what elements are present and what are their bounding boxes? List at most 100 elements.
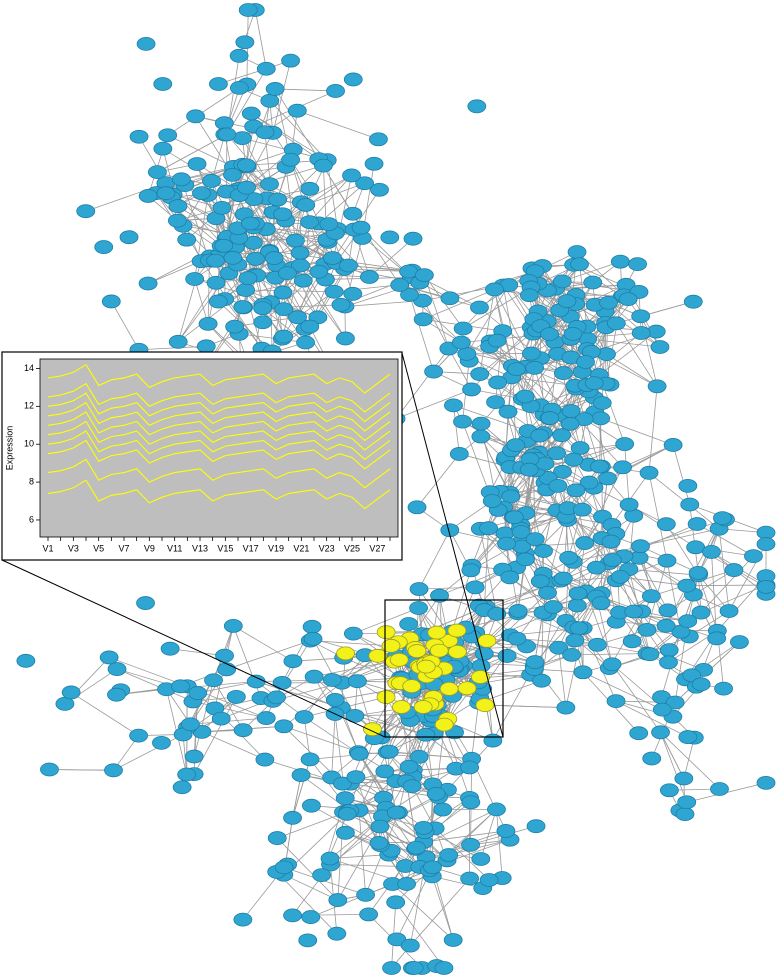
network-edge [318,182,365,224]
zoom-connector [401,352,504,738]
network-node [674,771,694,786]
network-node [588,637,607,652]
network-node [433,802,453,817]
network-node [552,428,572,443]
network-edge [358,751,388,811]
x-tick-label: V27 [369,543,385,553]
network-node [568,586,588,601]
network-edge [445,668,535,681]
network-node [519,462,539,477]
network-node [677,578,697,593]
network-edge [431,876,454,941]
network-edge [483,528,489,611]
network-node [651,725,670,740]
network-node [186,109,205,124]
network-node [387,932,407,947]
network-node [504,510,524,525]
network-node [543,600,563,614]
network-node [283,654,303,669]
network-node [335,791,355,806]
network-node [129,129,149,144]
network-edge [509,576,554,608]
network-edge [700,584,767,613]
network-node [320,851,340,866]
network-node [215,648,234,663]
network-node [598,471,617,486]
network-node [309,264,329,279]
network-edge [276,837,339,901]
network-edge [627,298,661,348]
network-node [429,643,449,658]
network-node [327,926,347,941]
network-node [631,539,650,554]
network-edge [303,716,360,755]
network-node [380,230,400,245]
network-edge [686,584,767,587]
network-edge [582,671,663,710]
network-node [549,640,569,655]
network-node [423,860,442,875]
network-edge [585,591,613,665]
network-node [379,744,399,759]
network-node [440,291,460,306]
network-node [610,569,630,584]
network-edge [193,680,214,757]
network-node [291,258,310,273]
network-node [107,662,127,676]
network-edge [615,323,658,387]
network-edge [192,701,267,719]
network-edge [660,732,688,803]
network-node [302,619,322,634]
network-node [521,346,541,361]
series-line [47,382,391,413]
network-node [639,465,659,480]
network-node [647,379,667,394]
network-node [613,460,632,475]
network-node [563,326,583,341]
network-edge [466,284,510,355]
network-node [303,631,323,646]
x-tick-label: V23 [319,543,335,553]
network-node [665,695,685,710]
series-line [47,458,391,489]
network-node [342,168,361,183]
network-node [487,802,506,817]
network-node [177,767,197,782]
network-edge [275,88,336,92]
network-node [678,478,698,493]
network-edge [332,175,352,260]
network-node [324,284,344,299]
network-edge [157,134,228,173]
network-node [453,414,472,429]
series-line [47,401,391,432]
network-edge [239,333,306,343]
network-node [325,692,345,707]
network-edge [116,668,194,702]
network-node [255,752,275,767]
network-node [449,447,469,461]
network-node [501,489,521,504]
network-node [158,128,178,143]
network-node [599,295,618,310]
network-node [198,316,218,331]
network-node [335,825,355,840]
network-node [471,416,491,431]
network-node [172,780,192,795]
network-node [238,3,258,17]
network-edge [302,280,346,339]
network-node [402,779,422,794]
network-node [404,961,424,975]
network-edge [556,443,625,454]
network-edge [272,60,291,133]
network-edge [177,289,246,343]
network-node [363,722,382,737]
network-edge [309,175,352,223]
network-node [479,873,499,887]
network-edge [638,557,669,611]
network-node [556,700,576,715]
network-node [619,497,639,512]
network-node [272,675,292,690]
y-axis-label: Expression [4,426,14,471]
network-node [238,271,258,286]
network-node [328,893,348,907]
